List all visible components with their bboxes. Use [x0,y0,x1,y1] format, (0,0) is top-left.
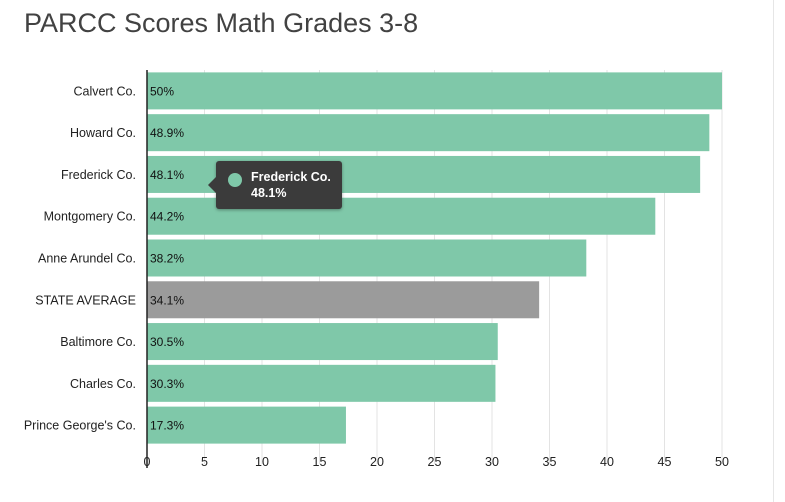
x-tick-label: 20 [370,455,384,469]
value-label: 50% [150,84,174,98]
value-label: 17.3% [150,419,184,433]
value-label: 38.2% [150,252,184,266]
category-labels: Calvert Co. Howard Co. Frederick Co. Montgo… [24,84,136,432]
category-label: Anne Arundel Co. [38,252,136,266]
value-label: 30.3% [150,377,184,391]
x-tick-label: 25 [428,455,442,469]
x-tick-label: 35 [543,455,557,469]
value-label: 48.9% [150,126,184,140]
x-tick-label: 15 [313,455,327,469]
tooltip-series-dot-icon [228,173,242,187]
category-label: Calvert Co. [73,84,136,98]
bar[interactable] [147,406,346,444]
x-tick-label: 30 [485,455,499,469]
bar[interactable] [147,239,587,277]
category-label: Prince George's Co. [24,419,136,433]
panel-divider [773,0,774,502]
category-label: Charles Co. [70,377,136,391]
category-label: Baltimore Co. [60,335,136,349]
bar[interactable] [147,364,496,402]
bar[interactable] [147,281,540,319]
tooltip-category: Frederick Co. [251,170,331,184]
bars [147,72,722,444]
bar[interactable] [147,323,498,361]
value-labels: 50% 48.9% 48.1% 44.2% 38.2% 34.1% 30.5% 30.3% 17… [150,84,184,432]
bar[interactable] [147,114,710,152]
category-label: Howard Co. [70,126,136,140]
tooltip-value: 48.1% [251,186,287,200]
x-axis-ticks: 05101520253035404550 [144,455,729,469]
chart-title: PARCC Scores Math Grades 3-8 [24,8,419,38]
category-label: STATE AVERAGE [35,293,136,307]
x-tick-label: 10 [255,455,269,469]
x-tick-label: 5 [201,455,208,469]
value-label: 30.5% [150,335,184,349]
tooltip: Frederick Co. 48.1% [208,161,342,209]
category-label: Montgomery Co. [44,210,136,224]
x-tick-label: 40 [600,455,614,469]
x-tick-label: 50 [715,455,729,469]
value-label: 34.1% [150,293,184,307]
category-label: Frederick Co. [61,168,136,182]
x-tick-label: 45 [658,455,672,469]
bar[interactable] [147,72,722,110]
value-label: 44.2% [150,210,184,224]
value-label: 48.1% [150,168,184,182]
